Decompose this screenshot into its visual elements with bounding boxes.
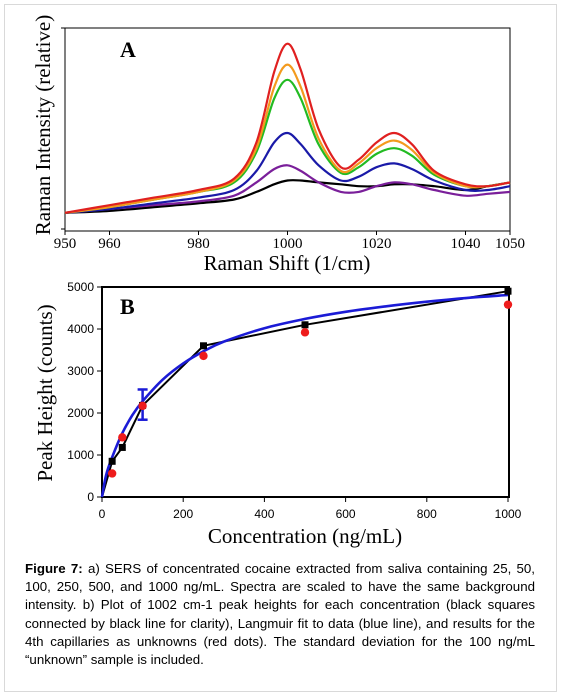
panel-b-y-tick-label: 4000 [67, 322, 94, 336]
panel-a-x-axis-label: Raman Shift (1/cm) [204, 251, 371, 275]
panel-a-x-tick-label: 950 [54, 236, 77, 252]
panel-a-x-tick-label: 1040 [451, 236, 481, 252]
panel-b-y-tick-label: 2000 [67, 406, 94, 420]
panel-b-x-tick-label: 1000 [495, 507, 522, 521]
panel-b-x-tick-label: 600 [336, 507, 356, 521]
panel-b-x-axis-label: Concentration (ng/mL) [208, 524, 402, 548]
spectrum-line-5 [64, 164, 511, 214]
panel-b-x-tick-label: 400 [254, 507, 274, 521]
panel-a-x-tick-label: 980 [187, 236, 210, 252]
data-square-point [504, 287, 512, 295]
unknown-sample-dot [118, 433, 127, 442]
panel-a-x-tick-label: 1020 [362, 236, 392, 252]
data-square-point [108, 457, 116, 465]
data-square-point [118, 443, 126, 451]
panel-b-x-tick-label: 200 [173, 507, 193, 521]
spectrum-line-4 [64, 131, 511, 214]
panel-b-plot-area [101, 286, 510, 498]
unknown-sample-dot [503, 300, 513, 309]
panel-b-x-tick-label: 0 [99, 507, 106, 521]
panel-a-x-tick-label: 1000 [273, 236, 303, 252]
panel-a-label: A [120, 37, 136, 62]
data-square-point [200, 342, 207, 350]
panel-b-y-tick-label: 0 [87, 490, 94, 504]
panel-a-y-axis-label: Raman Intensity (relative) [31, 15, 55, 235]
figure-caption: Figure 7: a) SERS of concentrated cocain… [25, 560, 535, 669]
panel-a: 950 960 980 1000 1020 1040 1050 A Raman Shift … [31, 15, 525, 275]
unknown-sample-dot [300, 328, 310, 337]
panel-b-y-tick-label: 3000 [67, 364, 94, 378]
figure-frame [4, 4, 557, 692]
unknown-sample-dot [138, 401, 147, 411]
panel-b-y-tick-label: 5000 [67, 280, 94, 294]
caption-text: a) SERS of concentrated cocaine extracte… [25, 561, 536, 668]
figure-7-chart: 950 960 980 1000 1020 1040 1050 A Raman Shift … [31, 15, 525, 548]
spectrum-line-2 [64, 63, 511, 214]
unknown-sample-dot [107, 469, 117, 478]
panel-b-label: B [120, 294, 135, 319]
panel-a-x-tick-label: 1050 [495, 236, 525, 252]
panel-b-y-tick-label: 1000 [67, 448, 94, 462]
panel-b-y-axis-label: Peak Height (counts) [33, 304, 57, 481]
data-square-point [301, 321, 309, 329]
unknown-sample-dot [199, 351, 208, 361]
panel-b: 0 200 400 600 800 1000 0 1000 2000 3000 4000 5000 B… [33, 280, 522, 548]
panel-b-x-tick-label: 800 [417, 507, 437, 521]
panel-a-x-tick-label: 960 [98, 236, 121, 252]
caption-label: Figure 7: [25, 561, 83, 576]
spectrum-line-1 [64, 42, 511, 214]
